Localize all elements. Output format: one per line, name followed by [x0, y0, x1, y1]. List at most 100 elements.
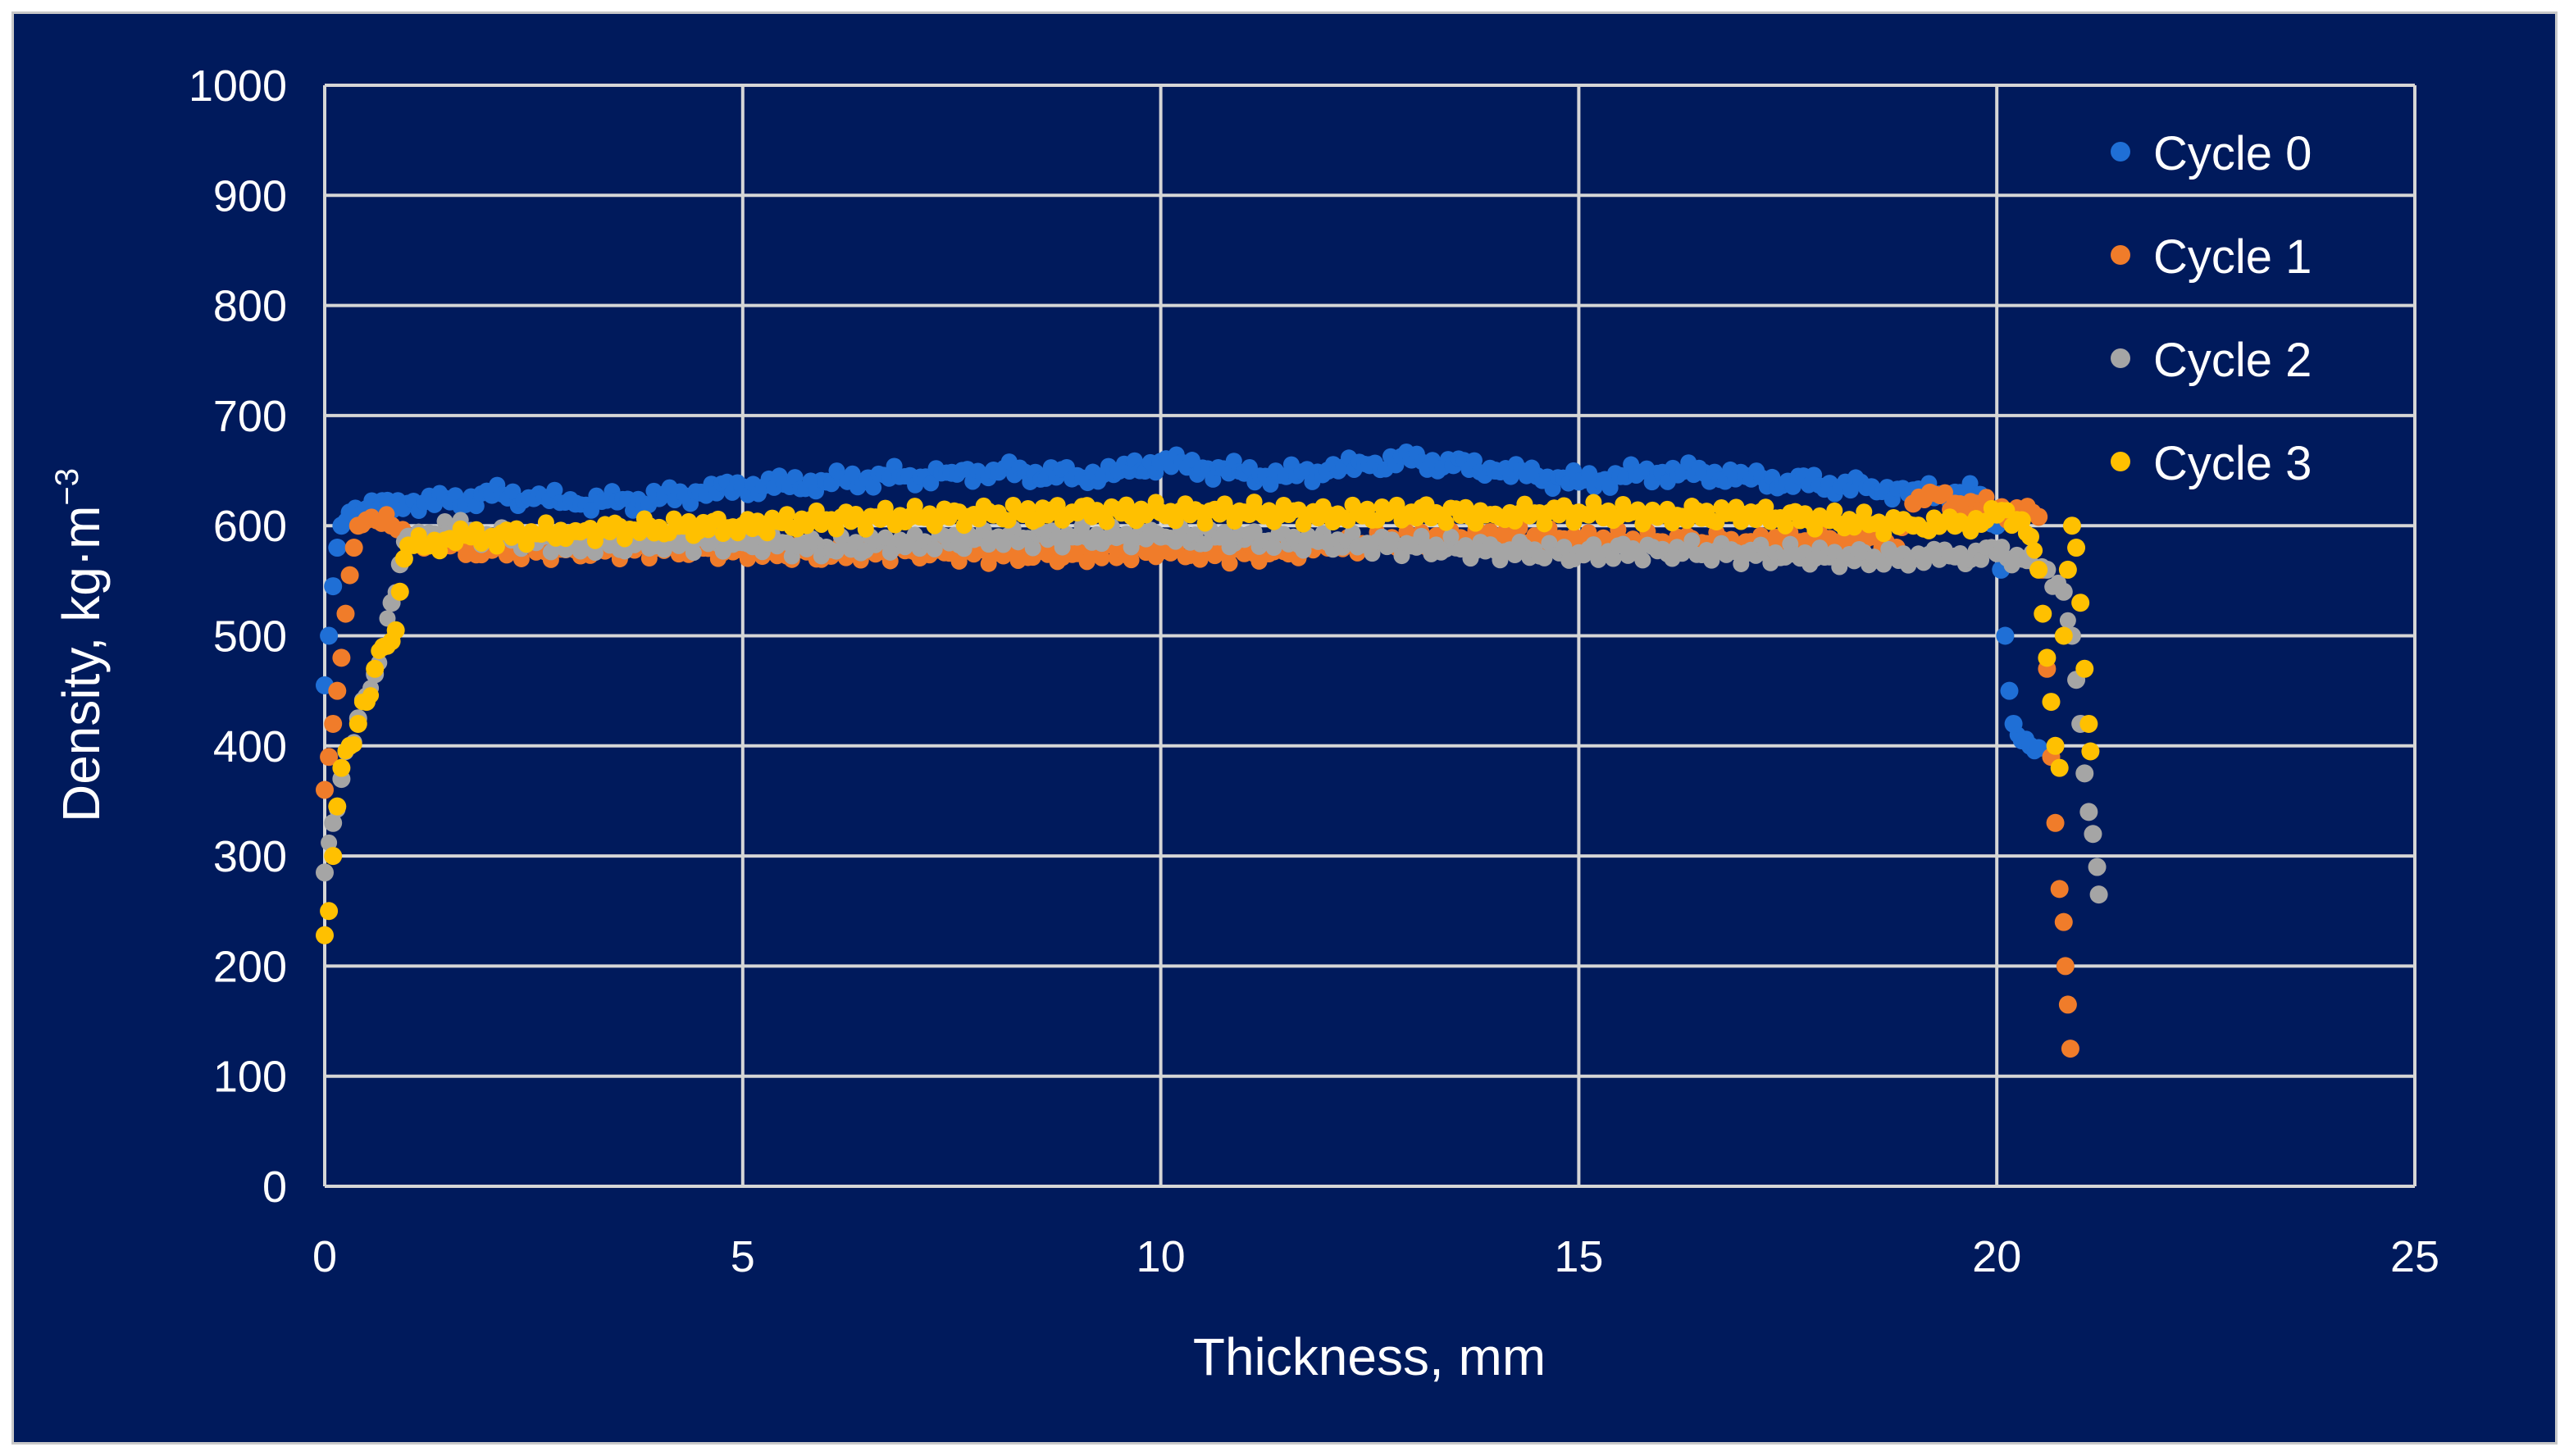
data-point	[2026, 542, 2043, 559]
data-point	[2084, 825, 2102, 844]
data-point	[778, 506, 795, 523]
data-point	[517, 536, 535, 553]
data-point	[1344, 524, 1361, 541]
data-point	[2079, 803, 2098, 821]
data-point	[324, 714, 343, 733]
data-point	[321, 834, 338, 851]
data-point	[2029, 739, 2048, 758]
data-point	[2038, 648, 2057, 667]
legend-label: Cycle 0	[2153, 127, 2312, 180]
data-point	[1265, 539, 1282, 556]
data-point	[546, 481, 563, 498]
x-tick-label: 25	[2390, 1232, 2439, 1281]
data-point	[366, 659, 385, 678]
series-cycle-0	[316, 444, 2048, 760]
legend-marker	[2111, 348, 2130, 368]
data-point	[1049, 497, 1066, 514]
y-tick-label: 600	[213, 502, 287, 551]
data-point	[1295, 542, 1312, 559]
data-point	[1437, 514, 1455, 531]
x-tick-label: 0	[312, 1232, 337, 1281]
data-point	[320, 748, 339, 767]
data-point	[320, 902, 339, 921]
x-axis-title: Thickness, mm	[1193, 1327, 1546, 1386]
data-point	[1856, 503, 1873, 521]
data-point	[348, 714, 367, 733]
data-point	[827, 521, 845, 538]
y-tick-label: 800	[213, 282, 287, 331]
y-tick-label: 200	[213, 942, 287, 991]
legend: Cycle 0 Cycle 1 Cycle 2 Cycle 3	[2111, 127, 2312, 490]
data-point	[2012, 511, 2031, 530]
y-tick-label: 1000	[189, 61, 287, 111]
data-point	[324, 847, 343, 866]
data-point	[2050, 880, 2069, 899]
data-point	[2067, 539, 2086, 557]
data-point	[1634, 552, 1651, 569]
data-point	[336, 604, 355, 623]
data-point	[2089, 885, 2108, 904]
y-tick-label: 700	[213, 392, 287, 441]
data-point	[2034, 604, 2052, 623]
data-point	[1777, 517, 1794, 535]
data-point	[488, 538, 505, 555]
data-point	[2050, 758, 2069, 777]
data-point	[758, 525, 776, 542]
data-point	[2054, 912, 2073, 931]
data-point	[1093, 549, 1110, 566]
y-tick-label: 400	[213, 722, 287, 771]
data-point	[1757, 498, 1774, 516]
data-point	[1556, 539, 1573, 556]
data-point	[340, 566, 359, 585]
data-point	[1221, 555, 1238, 572]
data-point	[320, 626, 339, 645]
data-point	[2054, 626, 2073, 645]
data-point	[2020, 527, 2039, 546]
legend-marker	[2111, 245, 2130, 265]
data-point	[1996, 626, 2015, 645]
data-point	[332, 758, 351, 777]
data-point	[324, 813, 343, 832]
data-point	[2058, 995, 2077, 1014]
data-point	[922, 475, 940, 492]
y-tick-label: 100	[213, 1053, 287, 1102]
legend-marker	[2111, 452, 2130, 471]
legend-label: Cycle 3	[2153, 437, 2312, 490]
data-point	[1683, 532, 1701, 549]
data-point	[2054, 582, 2073, 601]
tick-labels: 0 100 200 300 400 500 600 700 800 900 1000 0 5 10 15 20…	[189, 61, 2439, 1281]
legend-label: Cycle 2	[2153, 334, 2312, 387]
data-point	[1605, 550, 1622, 567]
chart-frame: 0 100 200 300 400 500 600 700 800 900 1000 0 5 10 15 20…	[11, 11, 2558, 1445]
data-point	[2029, 560, 2048, 579]
data-point	[1585, 536, 1602, 553]
data-point	[2079, 714, 2098, 733]
data-point	[2081, 742, 2100, 761]
data-point	[1019, 500, 1036, 517]
series-cycle-3	[316, 494, 2100, 944]
data-point	[386, 621, 405, 639]
data-point	[467, 498, 485, 515]
x-tick-label: 5	[731, 1232, 755, 1281]
data-point	[926, 540, 943, 557]
data-point	[2059, 612, 2076, 629]
y-axis-title-main: Density, kg·m	[52, 506, 111, 822]
series-cycle-2	[316, 512, 2108, 904]
y-axis-title: Density, kg·m−3	[49, 468, 111, 822]
data-points	[316, 444, 2108, 1058]
data-point	[1098, 513, 1115, 530]
density-profile-chart: 0 100 200 300 400 500 600 700 800 900 1000 0 5 10 15 20…	[14, 14, 2555, 1442]
y-tick-label: 0	[262, 1163, 287, 1212]
data-point	[2058, 560, 2077, 579]
data-point	[328, 797, 347, 816]
data-point	[344, 539, 363, 557]
y-tick-label: 500	[213, 612, 287, 662]
data-point	[2046, 813, 2065, 832]
data-point	[2046, 736, 2065, 755]
chart-background	[14, 14, 2555, 1442]
data-point	[2075, 659, 2094, 678]
data-point	[2042, 693, 2061, 712]
y-tick-label: 900	[213, 171, 287, 221]
data-point	[685, 544, 702, 562]
data-point	[586, 544, 604, 562]
